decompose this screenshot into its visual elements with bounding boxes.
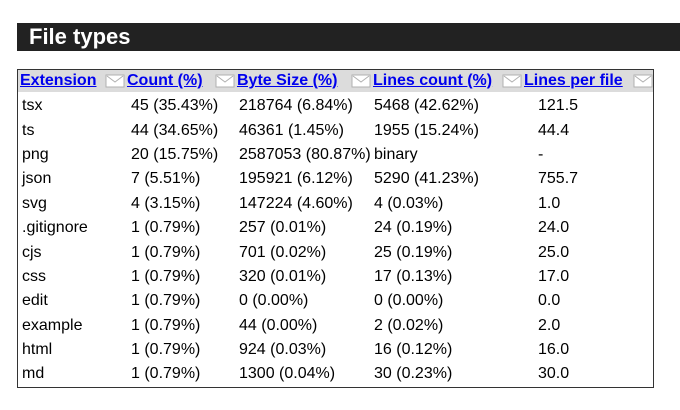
column-header-label[interactable]: Lines count (%) — [373, 72, 493, 89]
cell-extension: example — [22, 316, 83, 334]
column-header-lines-count[interactable]: Lines count (%) — [371, 70, 522, 92]
cell-byte-size: 1300 (0.04%) — [239, 365, 336, 383]
cell-lines-count: 24 (0.19%) — [374, 219, 453, 237]
table-row: ts 44 (34.65%) 46361 (1.45%) 1955 (15.24… — [18, 118, 653, 142]
cell-extension: ts — [22, 121, 35, 139]
sort-arrows-icon[interactable] — [105, 72, 125, 90]
cell-count: 1 (0.79%) — [131, 267, 201, 285]
cell-extension: edit — [22, 292, 48, 310]
cell-count: 1 (0.79%) — [131, 292, 201, 310]
table-row: cjs 1 (0.79%) 701 (0.02%) 25 (0.19%) 25.… — [18, 240, 653, 264]
cell-lines-per-file: 2.0 — [538, 316, 561, 334]
cell-lines-per-file: - — [538, 145, 544, 163]
cell-lines-per-file: 1.0 — [538, 194, 561, 212]
cell-lines-count: 16 (0.12%) — [374, 341, 453, 359]
cell-byte-size: 44 (0.00%) — [239, 316, 318, 334]
sort-arrows-icon[interactable] — [502, 72, 522, 90]
column-header-label[interactable]: Lines per file — [524, 72, 623, 89]
cell-extension: json — [22, 170, 52, 188]
cell-lines-count: 25 (0.19%) — [374, 243, 453, 261]
cell-lines-count: 5468 (42.62%) — [374, 97, 479, 115]
cell-lines-per-file: 30.0 — [538, 365, 570, 383]
table-row: png 20 (15.75%) 2587053 (80.87%) binary … — [18, 143, 653, 167]
sort-arrows-icon[interactable] — [633, 72, 653, 90]
file-types-table-container: Extension Count (%) — [17, 69, 654, 388]
column-header-byte-size[interactable]: Byte Size (%) — [235, 70, 371, 92]
cell-lines-per-file: 755.7 — [538, 170, 579, 188]
table-row: example 1 (0.79%) 44 (0.00%) 2 (0.02%) 2… — [18, 314, 653, 338]
cell-byte-size: 46361 (1.45%) — [239, 121, 344, 139]
cell-extension: md — [22, 365, 45, 383]
cell-lines-count: 2 (0.02%) — [374, 316, 444, 334]
sort-arrows-icon[interactable] — [351, 72, 371, 90]
cell-lines-count: 17 (0.13%) — [374, 267, 453, 285]
table-row: css 1 (0.79%) 320 (0.01%) 17 (0.13%) 17.… — [18, 265, 653, 289]
cell-lines-count: 1955 (15.24%) — [374, 121, 479, 139]
cell-count: 20 (15.75%) — [131, 145, 219, 163]
cell-extension: html — [22, 341, 53, 359]
cell-count: 1 (0.79%) — [131, 316, 201, 334]
cell-byte-size: 0 (0.00%) — [239, 292, 309, 310]
table-row: svg 4 (3.15%) 147224 (4.60%) 4 (0.03%) 1… — [18, 192, 653, 216]
section-title: File types — [17, 23, 680, 51]
cell-count: 7 (5.51%) — [131, 170, 201, 188]
table-row: md 1 (0.79%) 1300 (0.04%) 30 (0.23%) 30.… — [18, 362, 653, 386]
cell-byte-size: 257 (0.01%) — [239, 219, 327, 237]
cell-extension: cjs — [22, 243, 42, 261]
cell-lines-count: 30 (0.23%) — [374, 365, 453, 383]
cell-lines-per-file: 16.0 — [538, 341, 570, 359]
cell-count: 4 (3.15%) — [131, 194, 201, 212]
column-header-label[interactable]: Count (%) — [127, 72, 203, 89]
cell-count: 1 (0.79%) — [131, 365, 201, 383]
cell-lines-count: 5290 (41.23%) — [374, 170, 479, 188]
table-header-row: Extension Count (%) — [18, 70, 653, 92]
table-row: .gitignore 1 (0.79%) 257 (0.01%) 24 (0.1… — [18, 216, 653, 240]
table-row: tsx 45 (35.43%) 218764 (6.84%) 5468 (42.… — [18, 92, 653, 118]
column-header-count[interactable]: Count (%) — [125, 70, 235, 92]
cell-count: 44 (34.65%) — [131, 121, 219, 139]
cell-extension: .gitignore — [22, 219, 88, 237]
cell-extension: svg — [22, 194, 47, 212]
table-row: edit 1 (0.79%) 0 (0.00%) 0 (0.00%) 0.0 — [18, 289, 653, 313]
cell-extension: css — [22, 267, 46, 285]
cell-byte-size: 218764 (6.84%) — [239, 97, 353, 115]
cell-count: 1 (0.79%) — [131, 243, 201, 261]
cell-byte-size: 195921 (6.12%) — [239, 170, 353, 188]
column-header-extension[interactable]: Extension — [18, 70, 125, 92]
cell-count: 45 (35.43%) — [131, 97, 219, 115]
cell-lines-count: 0 (0.00%) — [374, 292, 444, 310]
column-header-label[interactable]: Byte Size (%) — [237, 72, 338, 89]
file-types-table: Extension Count (%) — [18, 70, 653, 387]
cell-lines-count: 4 (0.03%) — [374, 194, 444, 212]
column-header-label[interactable]: Extension — [20, 72, 97, 89]
cell-lines-per-file: 121.5 — [538, 97, 579, 115]
cell-lines-per-file: 44.4 — [538, 121, 570, 139]
cell-lines-per-file: 17.0 — [538, 267, 570, 285]
cell-lines-count: binary — [374, 145, 418, 163]
cell-byte-size: 2587053 (80.87%) — [239, 145, 371, 163]
cell-lines-per-file: 24.0 — [538, 219, 570, 237]
sort-arrows-icon[interactable] — [215, 72, 235, 90]
cell-byte-size: 701 (0.02%) — [239, 243, 327, 261]
column-header-lines-per-file[interactable]: Lines per file — [522, 70, 653, 92]
cell-count: 1 (0.79%) — [131, 219, 201, 237]
table-row: json 7 (5.51%) 195921 (6.12%) 5290 (41.2… — [18, 167, 653, 191]
cell-byte-size: 147224 (4.60%) — [239, 194, 353, 212]
cell-extension: png — [22, 145, 49, 163]
cell-extension: tsx — [22, 97, 43, 115]
cell-byte-size: 924 (0.03%) — [239, 341, 327, 359]
table-row: html 1 (0.79%) 924 (0.03%) 16 (0.12%) 16… — [18, 338, 653, 362]
cell-lines-per-file: 0.0 — [538, 292, 561, 310]
cell-byte-size: 320 (0.01%) — [239, 267, 327, 285]
cell-lines-per-file: 25.0 — [538, 243, 570, 261]
cell-count: 1 (0.79%) — [131, 341, 201, 359]
